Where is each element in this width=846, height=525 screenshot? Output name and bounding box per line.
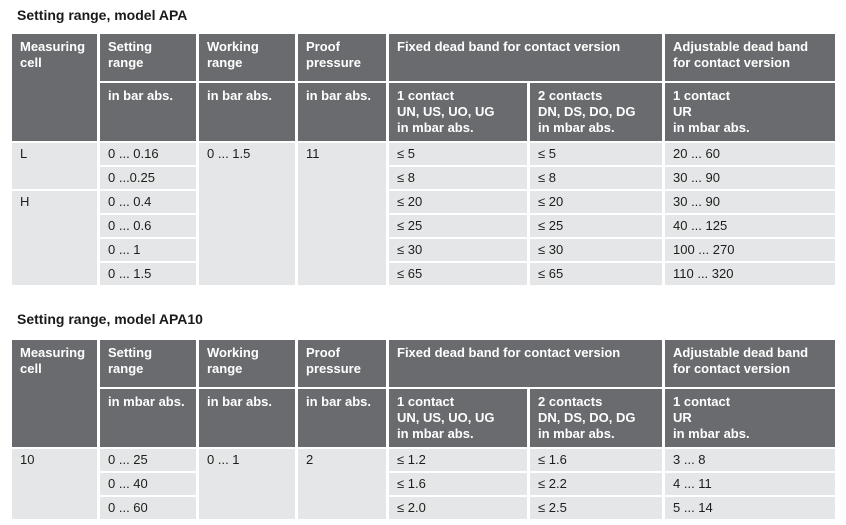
apa10-header-measuring-cell: Measuring cell xyxy=(12,340,100,449)
apa10-cell-adjustable-1: 3 ... 8 xyxy=(665,449,838,473)
apa-header-proof-pressure: Proof pressure xyxy=(298,34,389,83)
apa10-header-working-range: Working range xyxy=(199,340,298,389)
apa-header-1-contact-ur: 1 contact UR in mbar abs. xyxy=(665,83,838,143)
apa10-header-row-1: Measuring cell Setting range Working ran… xyxy=(12,340,838,449)
apa10-cell-adjustable-2: 4 ... 11 xyxy=(665,473,838,497)
apa10-header-proof-pressure: Proof pressure xyxy=(298,340,389,389)
table-row: 0 ... 40 ≤ 1.6 ≤ 2.2 4 ... 11 xyxy=(12,473,838,497)
apa-cell-setting-3: 0 ... 0.4 xyxy=(100,191,199,215)
apa-cell-working: 0 ... 1.5 xyxy=(199,143,298,287)
apa10-cell-fixed2-2: ≤ 2.2 xyxy=(530,473,665,497)
apa10-unit-setting: in mbar abs. xyxy=(100,389,199,449)
apa10-header-fixed-dead-band: Fixed dead band for contact version xyxy=(389,340,665,389)
apa10-cell-adjustable-3: 5 ... 14 xyxy=(665,497,838,521)
apa10-table: Measuring cell Setting range Working ran… xyxy=(12,340,838,521)
apa10-header-row-2: in mbar abs. in bar abs. in bar abs. 1 c… xyxy=(12,389,838,449)
apa-cell-fixed2-3: ≤ 20 xyxy=(530,191,665,215)
apa-cell-fixed1-5: ≤ 30 xyxy=(389,239,530,263)
apa10-header-setting-range: Setting range xyxy=(100,340,199,389)
apa-cell-setting-6: 0 ... 1.5 xyxy=(100,263,199,287)
apa-cell-fixed1-3: ≤ 20 xyxy=(389,191,530,215)
apa10-cell-fixed1-3: ≤ 2.0 xyxy=(389,497,530,521)
apa-header-fixed-dead-band: Fixed dead band for contact version xyxy=(389,34,665,83)
apa-header-setting-range: Setting range xyxy=(100,34,199,83)
apa10-cell-fixed1-2: ≤ 1.6 xyxy=(389,473,530,497)
apa10-unit-working: in bar abs. xyxy=(199,389,298,449)
apa-header-1-contact: 1 contact UN, US, UO, UG in mbar abs. xyxy=(389,83,530,143)
apa-cell-fixed1-1: ≤ 5 xyxy=(389,143,530,167)
apa-cell-measuring-l: L xyxy=(12,143,100,191)
apa-cell-measuring-h: H xyxy=(12,191,100,287)
apa10-cell-fixed2-1: ≤ 1.6 xyxy=(530,449,665,473)
apa-cell-fixed2-4: ≤ 25 xyxy=(530,215,665,239)
apa-cell-adjustable-4: 40 ... 125 xyxy=(665,215,838,239)
apa10-header-1-contact: 1 contact UN, US, UO, UG in mbar abs. xyxy=(389,389,530,449)
apa-cell-adjustable-2: 30 ... 90 xyxy=(665,167,838,191)
apa10-cell-fixed2-3: ≤ 2.5 xyxy=(530,497,665,521)
apa-cell-fixed1-6: ≤ 65 xyxy=(389,263,530,287)
apa-header-row-2: in bar abs. in bar abs. in bar abs. 1 co… xyxy=(12,83,838,143)
apa-cell-fixed2-1: ≤ 5 xyxy=(530,143,665,167)
table-row: 0 ... 1 ≤ 30 ≤ 30 100 ... 270 xyxy=(12,239,838,263)
apa10-cell-fixed1-1: ≤ 1.2 xyxy=(389,449,530,473)
apa-cell-proof: 11 xyxy=(298,143,389,287)
apa10-header-2-contacts: 2 contacts DN, DS, DO, DG in mbar abs. xyxy=(530,389,665,449)
apa-cell-fixed2-2: ≤ 8 xyxy=(530,167,665,191)
apa-unit-proof: in bar abs. xyxy=(298,83,389,143)
apa-cell-adjustable-3: 30 ... 90 xyxy=(665,191,838,215)
apa-header-adjustable-dead-band: Adjustable dead band for contact version xyxy=(665,34,838,83)
apa10-header-1-contact-ur: 1 contact UR in mbar abs. xyxy=(665,389,838,449)
apa10-cell-measuring: 10 xyxy=(12,449,100,521)
apa10-header-adjustable-dead-band: Adjustable dead band for contact version xyxy=(665,340,838,389)
apa-cell-setting-1: 0 ... 0.16 xyxy=(100,143,199,167)
apa10-cell-proof: 2 xyxy=(298,449,389,521)
table-row: 0 ...0.25 ≤ 8 ≤ 8 30 ... 90 xyxy=(12,167,838,191)
apa-header-row-1: Measuring cell Setting range Working ran… xyxy=(12,34,838,143)
apa10-cell-setting-2: 0 ... 40 xyxy=(100,473,199,497)
apa-cell-fixed2-5: ≤ 30 xyxy=(530,239,665,263)
apa10-section-title: Setting range, model APA10 xyxy=(17,311,203,327)
table-row: H 0 ... 0.4 ≤ 20 ≤ 20 30 ... 90 xyxy=(12,191,838,287)
apa10-unit-proof: in bar abs. xyxy=(298,389,389,449)
table-row: 0 ... 0.6 ≤ 25 ≤ 25 40 ... 125 xyxy=(12,215,838,239)
apa-cell-fixed1-2: ≤ 8 xyxy=(389,167,530,191)
apa-section-title: Setting range, model APA xyxy=(17,7,188,23)
table-row: 10 0 ... 25 0 ... 1 2 ≤ 1.2 ≤ 1.6 3 ... … xyxy=(12,449,838,521)
apa-header-measuring-cell: Measuring cell xyxy=(12,34,100,143)
apa10-cell-setting-1: 0 ... 25 xyxy=(100,449,199,473)
apa-cell-adjustable-6: 110 ... 320 xyxy=(665,263,838,287)
apa-table: Measuring cell Setting range Working ran… xyxy=(12,34,838,287)
apa-cell-setting-2: 0 ...0.25 xyxy=(100,167,199,191)
table-row: L 0 ... 0.16 0 ... 1.5 11 ≤ 5 ≤ 5 20 ...… xyxy=(12,143,838,287)
table-row: 0 ... 60 ≤ 2.0 ≤ 2.5 5 ... 14 xyxy=(12,497,838,521)
apa-header-2-contacts: 2 contacts DN, DS, DO, DG in mbar abs. xyxy=(530,83,665,143)
apa-cell-fixed1-4: ≤ 25 xyxy=(389,215,530,239)
apa-header-working-range: Working range xyxy=(199,34,298,83)
apa10-cell-working: 0 ... 1 xyxy=(199,449,298,521)
apa10-cell-setting-3: 0 ... 60 xyxy=(100,497,199,521)
apa-unit-setting: in bar abs. xyxy=(100,83,199,143)
table-row: 0 ... 1.5 ≤ 65 ≤ 65 110 ... 320 xyxy=(12,263,838,287)
apa-cell-fixed2-6: ≤ 65 xyxy=(530,263,665,287)
apa-cell-adjustable-5: 100 ... 270 xyxy=(665,239,838,263)
apa-cell-setting-4: 0 ... 0.6 xyxy=(100,215,199,239)
apa-cell-setting-5: 0 ... 1 xyxy=(100,239,199,263)
apa-unit-working: in bar abs. xyxy=(199,83,298,143)
apa-cell-adjustable-1: 20 ... 60 xyxy=(665,143,838,167)
